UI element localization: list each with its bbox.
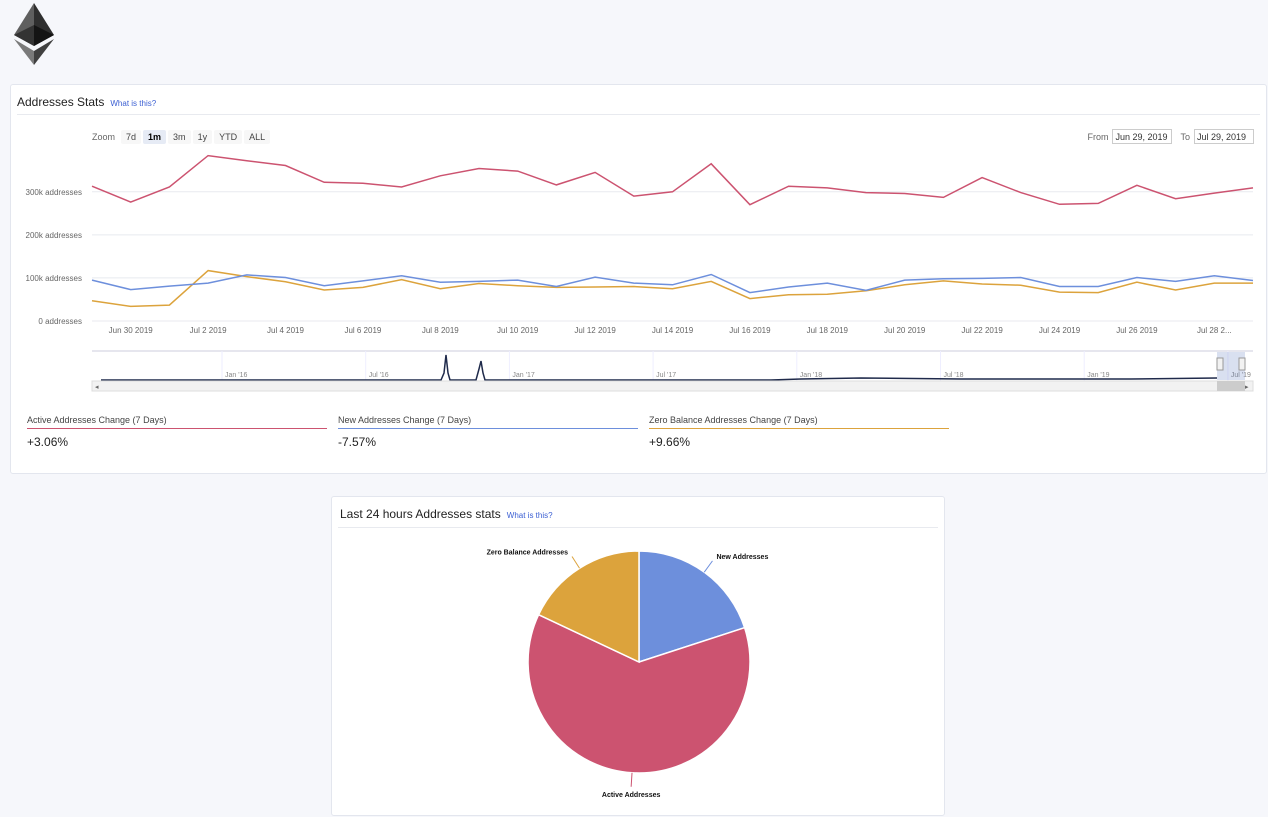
navigator-label: Jul '18 — [944, 372, 964, 379]
y-tick-label: 200k addresses — [26, 231, 82, 240]
zoom-bar: Zoom 7d 1m 3m 1y YTD ALL — [92, 129, 272, 145]
x-tick-label: Jul 2 2019 — [190, 326, 227, 335]
navigator-label: Jan '19 — [1087, 372, 1109, 379]
scroll-right-arrow-icon: ▸ — [1245, 384, 1249, 391]
x-tick-label: Jul 8 2019 — [422, 326, 459, 335]
navigator-series — [101, 354, 1218, 381]
stat-underline — [649, 428, 949, 429]
stat-underline — [338, 428, 638, 429]
zoom-button-1m[interactable]: 1m — [143, 130, 167, 144]
x-tick-label: Jul 16 2019 — [729, 326, 771, 335]
x-tick-label: Jul 4 2019 — [267, 326, 304, 335]
date-range: From To — [1087, 129, 1254, 144]
x-tick-label: Jul 14 2019 — [652, 326, 694, 335]
x-tick-label: Jul 18 2019 — [807, 326, 849, 335]
y-tick-label: 300k addresses — [26, 188, 82, 197]
navigator-scrollbar-track — [91, 380, 1254, 392]
card-title: Addresses Stats What is this? — [17, 95, 156, 109]
what-is-this-link[interactable]: What is this? — [506, 511, 553, 520]
last-24h-card: Last 24 hours Addresses stats What is thi… — [331, 496, 945, 816]
what-is-this-link[interactable]: What is this? — [110, 99, 157, 108]
card-title-text: Addresses Stats — [17, 95, 105, 109]
stat-active: Active Addresses Change (7 Days) +3.06% — [27, 415, 327, 449]
addresses-stats-card: Addresses Stats What is this? Zoom 7d 1m … — [10, 84, 1267, 474]
x-tick-label: Jul 26 2019 — [1116, 326, 1158, 335]
zero-balance-addresses-line — [91, 269, 1253, 308]
navigator-label: Jan '18 — [800, 372, 822, 379]
x-tick-label: Jul 24 2019 — [1039, 326, 1081, 335]
from-label: From — [1087, 131, 1109, 142]
card-title: Last 24 hours Addresses stats What is thi… — [340, 507, 553, 521]
zoom-button-all[interactable]: ALL — [244, 130, 271, 144]
zoom-button-ytd[interactable]: YTD — [214, 130, 243, 144]
pie-slice-active-addresses — [527, 613, 751, 774]
title-divider — [17, 114, 1260, 115]
navigator-scrollbar-thumb — [1217, 381, 1245, 391]
addresses-pie-chart: New Addresses Active Addresses Zero Balanc… — [487, 549, 769, 799]
x-tick-label: Jul 22 2019 — [961, 326, 1003, 335]
x-tick-label: Jul 12 2019 — [574, 326, 616, 335]
navigator-label: Jul '16 — [369, 372, 389, 379]
stat-label: Zero Balance Addresses Change (7 Days) — [649, 415, 818, 425]
zoom-button-7d[interactable]: 7d — [121, 130, 142, 144]
stat-value: +9.66% — [649, 435, 691, 449]
active-addresses-line — [91, 154, 1254, 206]
new-addresses-line — [91, 273, 1254, 294]
x-tick-label: Jun 30 2019 — [109, 326, 154, 335]
ethereum-logo-icon — [14, 3, 54, 65]
stat-zero-balance: Zero Balance Addresses Change (7 Days) +… — [649, 415, 949, 449]
navigator-label: Jul '17 — [656, 372, 676, 379]
to-date-input[interactable] — [1194, 129, 1254, 144]
navigator-handle-left — [1216, 357, 1224, 371]
pie-label-connector — [703, 560, 713, 573]
x-tick-label: Jul 20 2019 — [884, 326, 926, 335]
x-tick-label: Jul 10 2019 — [497, 326, 539, 335]
from-date-input[interactable] — [1112, 129, 1173, 144]
navigator-label: Jul '19 — [1231, 372, 1251, 379]
y-tick-label: 100k addresses — [26, 274, 82, 283]
stat-new: New Addresses Change (7 Days) -7.57% — [338, 415, 638, 449]
navigator: Jan '16 Jul '16 Jan '17 Jul '17 Jan '18 Jul '… — [91, 350, 1254, 392]
scroll-left-arrow-icon: ◂ — [95, 384, 99, 391]
stat-label: New Addresses Change (7 Days) — [338, 415, 472, 425]
x-tick-label: Jul 28 2... — [1197, 326, 1232, 335]
navigator-handle-right — [1238, 357, 1246, 371]
pie-label: Zero Balance Addresses — [487, 549, 569, 556]
pie-label: New Addresses — [716, 554, 768, 561]
addresses-line-chart: 300k addresses 200k addresses 100k address… — [26, 154, 1254, 392]
navigator-label: Jan '16 — [225, 372, 247, 379]
pie-label-connector — [571, 556, 580, 569]
x-tick-label: Jul 6 2019 — [344, 326, 381, 335]
navigator-label: Jan '17 — [512, 372, 534, 379]
to-label: To — [1180, 131, 1190, 142]
stat-label: Active Addresses Change (7 Days) — [27, 415, 167, 425]
pie-label: Active Addresses — [602, 792, 661, 799]
stat-underline — [27, 428, 327, 429]
y-tick-label: 0 addresses — [38, 317, 82, 326]
zoom-label: Zoom — [92, 132, 116, 142]
zoom-button-1y[interactable]: 1y — [192, 130, 213, 144]
zoom-button-3m[interactable]: 3m — [168, 130, 191, 144]
title-divider — [338, 527, 938, 528]
pie-label-connector — [630, 772, 633, 787]
stat-value: -7.57% — [338, 435, 377, 449]
card-title-text: Last 24 hours Addresses stats — [340, 507, 501, 521]
pie-slice-zero-balance-addresses — [537, 550, 640, 664]
stat-value: +3.06% — [27, 435, 69, 449]
